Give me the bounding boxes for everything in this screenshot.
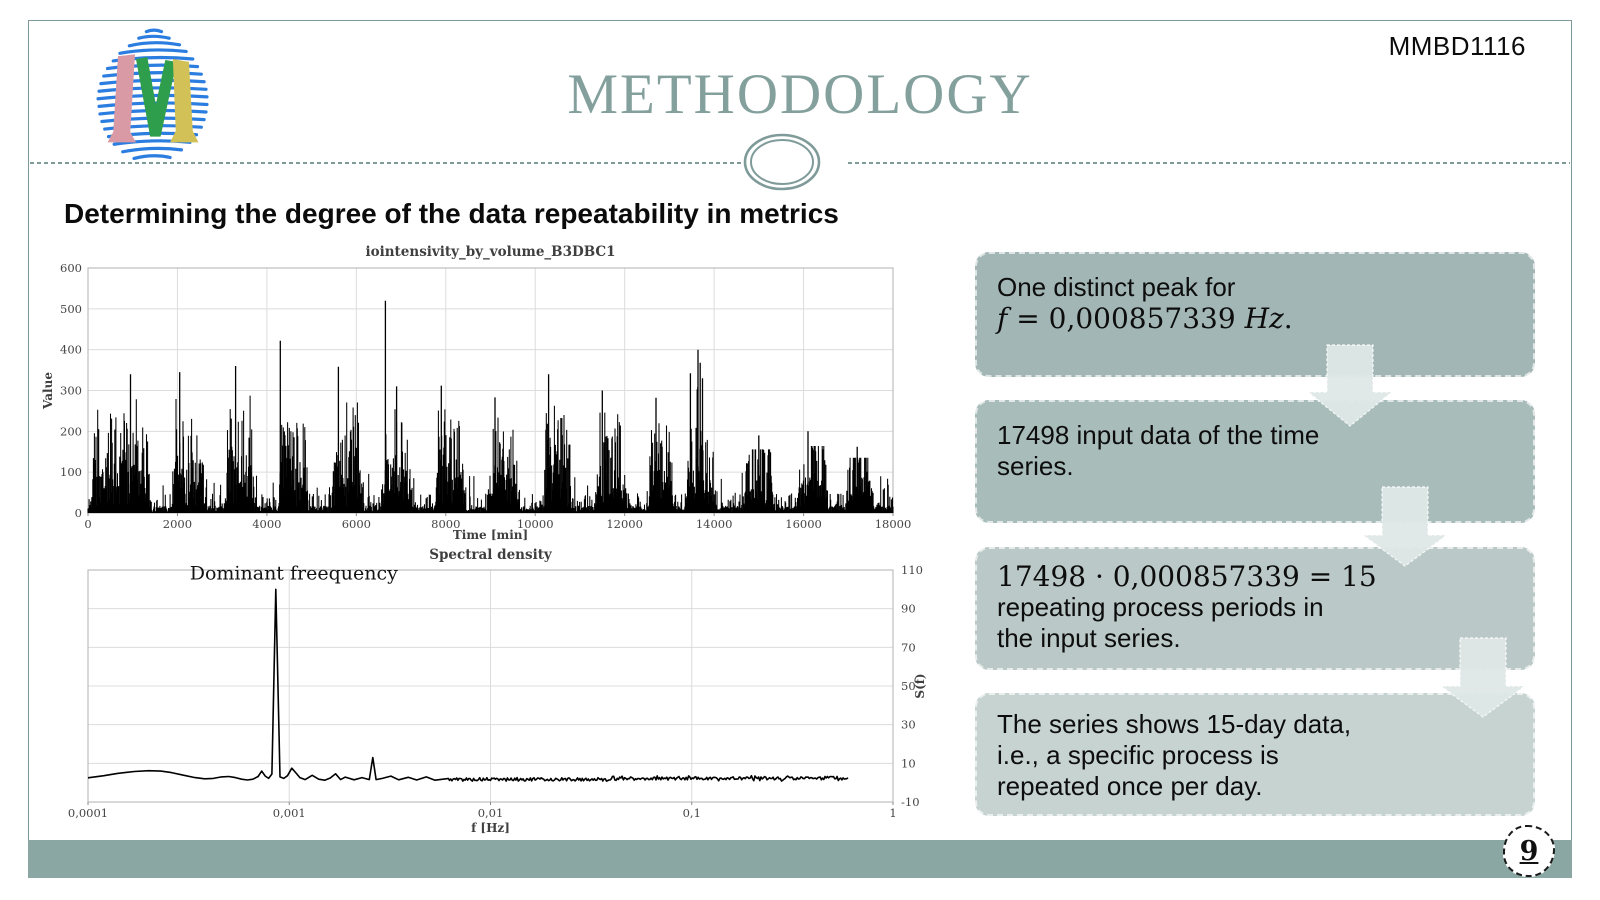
svg-text:18000: 18000 — [875, 517, 912, 531]
svg-text:0,1: 0,1 — [683, 806, 701, 820]
svg-text:10: 10 — [901, 756, 916, 770]
logo-m-right-leg — [170, 59, 199, 143]
process-box-2-text: 17498 input data of the time series. — [997, 420, 1320, 481]
footer-bar — [28, 840, 1572, 878]
ellipse-ornament — [743, 133, 821, 191]
slide-heading: Determining the degree of the data repea… — [64, 198, 839, 229]
svg-text:0,01: 0,01 — [478, 806, 504, 820]
svg-text:110: 110 — [901, 563, 923, 577]
process-box-1: One distinct peak for f = 0,000857339 Hz… — [975, 252, 1535, 377]
process-box-4-text: The series shows 15-day data, i.e., a sp… — [997, 709, 1352, 801]
svg-text:12000: 12000 — [606, 517, 643, 531]
svg-text:0: 0 — [84, 517, 91, 531]
svg-text:70: 70 — [901, 640, 916, 654]
ts-axis-ticks — [87, 513, 894, 516]
process-box-4: The series shows 15-day data, i.e., a sp… — [975, 693, 1535, 816]
sd-axis-labels: 110 90 70 50 30 10 -10 0,0001 0,001 0,01 0,1 1 — [68, 563, 923, 820]
page-number: 9 — [1519, 835, 1539, 867]
slide-code: MMBD1116 — [1388, 31, 1526, 61]
sd-axis-ticks — [87, 802, 894, 805]
svg-text:14000: 14000 — [696, 517, 733, 531]
svg-text:0,0001: 0,0001 — [68, 806, 108, 820]
ts-xlabel: Time [min] — [453, 528, 528, 542]
page-number-badge: 9 — [1503, 825, 1555, 877]
svg-text:-10: -10 — [901, 795, 920, 809]
ts-series-bars — [87, 387, 894, 513]
svg-text:500: 500 — [60, 302, 82, 316]
sd-gridlines — [88, 570, 893, 802]
ts-title: iointensivity_by_volume_B3DBC1 — [365, 244, 615, 260]
svg-text:300: 300 — [60, 384, 82, 398]
process-box-3-text: repeating process periods in the input s… — [997, 592, 1324, 653]
page-title: METHODOLOGY — [567, 63, 1033, 126]
process-box-1-line1: One distinct peak for — [997, 272, 1236, 302]
sd-ylabel: S(f) — [913, 673, 927, 698]
svg-text:0: 0 — [75, 506, 82, 520]
svg-text:1: 1 — [889, 806, 896, 820]
ts-ylabel: Value — [41, 372, 55, 410]
svg-text:10000: 10000 — [517, 517, 554, 531]
svg-text:90: 90 — [901, 602, 916, 616]
scribble-m-logo — [96, 28, 209, 161]
sd-xlabel: f [Hz] — [471, 821, 510, 835]
sd-title: Spectral density — [429, 547, 553, 563]
separator-line-left — [30, 162, 742, 164]
spectral-density-chart: 110 90 70 50 30 10 -10 0,0001 0,001 0,01 0,1 1 Domin… — [68, 547, 927, 835]
sd-annotation: Dominant freequency — [190, 562, 398, 584]
logo-m-left-leg — [107, 54, 136, 143]
svg-text:6000: 6000 — [342, 517, 371, 531]
svg-text:600: 600 — [60, 261, 82, 275]
separator-line-right — [848, 162, 1570, 164]
process-box-3-formula: 17498 · 0,000857339 = 15 — [997, 560, 1377, 593]
svg-text:200: 200 — [60, 424, 82, 438]
svg-text:16000: 16000 — [785, 517, 822, 531]
svg-text:4000: 4000 — [252, 517, 281, 531]
svg-text:2000: 2000 — [163, 517, 192, 531]
process-box-1-formula: f = 0,000857339 Hz. — [997, 302, 1293, 335]
svg-text:0,001: 0,001 — [273, 806, 306, 820]
svg-text:100: 100 — [60, 465, 82, 479]
logo-m-middle — [135, 57, 177, 137]
svg-text:400: 400 — [60, 343, 82, 357]
svg-text:8000: 8000 — [431, 517, 460, 531]
sd-series-line — [87, 588, 849, 782]
ts-series-peaks — [129, 300, 858, 513]
svg-text:50: 50 — [901, 679, 916, 693]
process-box-2: 17498 input data of the time series. — [975, 400, 1535, 523]
svg-text:30: 30 — [901, 718, 916, 732]
process-box-3: 17498 · 0,000857339 = 15 repeating proce… — [975, 547, 1535, 670]
